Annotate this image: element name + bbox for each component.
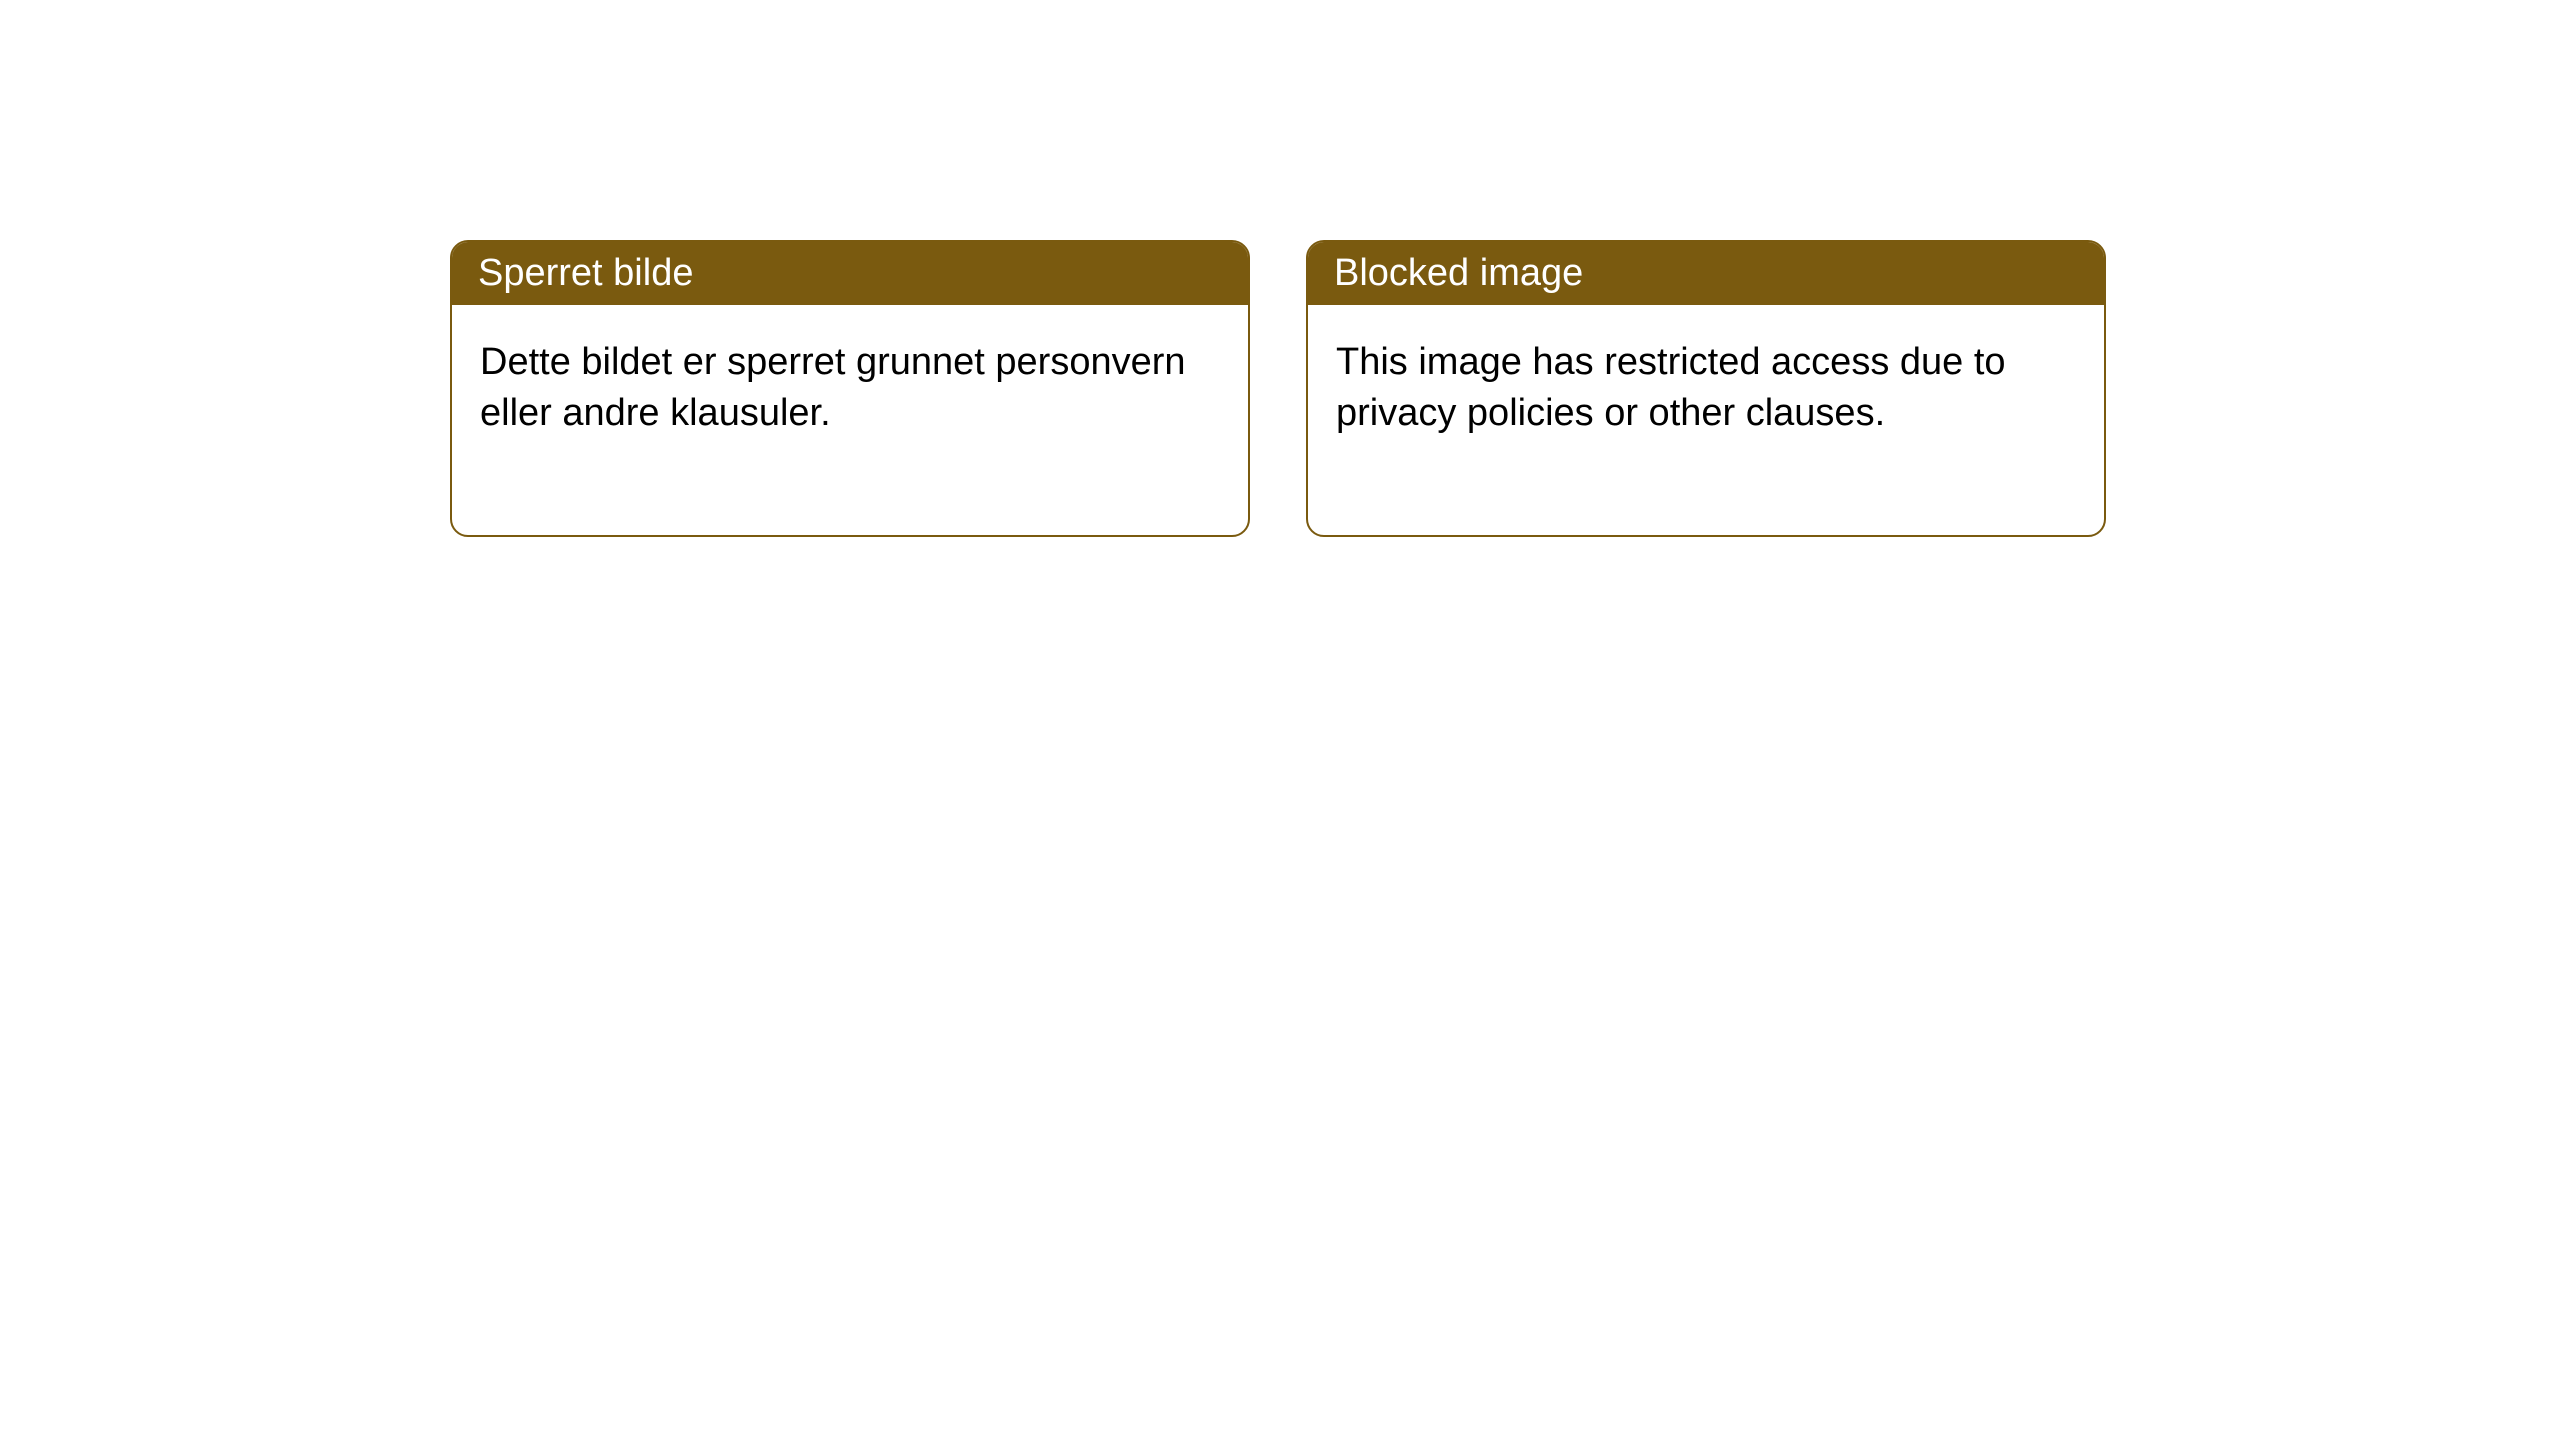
notice-card-header-text: Blocked image [1334,252,1583,294]
notice-card-header: Blocked image [1308,242,2104,305]
notice-cards-container: Sperret bilde Dette bildet er sperret gr… [450,240,2106,537]
notice-card-norwegian: Sperret bilde Dette bildet er sperret gr… [450,240,1250,537]
notice-card-header-text: Sperret bilde [478,252,693,294]
notice-card-body: This image has restricted access due to … [1308,305,2104,535]
notice-card-body-text: Dette bildet er sperret grunnet personve… [480,341,1186,434]
notice-card-body: Dette bildet er sperret grunnet personve… [452,305,1248,535]
notice-card-english: Blocked image This image has restricted … [1306,240,2106,537]
notice-card-body-text: This image has restricted access due to … [1336,341,2006,434]
notice-card-header: Sperret bilde [452,242,1248,305]
